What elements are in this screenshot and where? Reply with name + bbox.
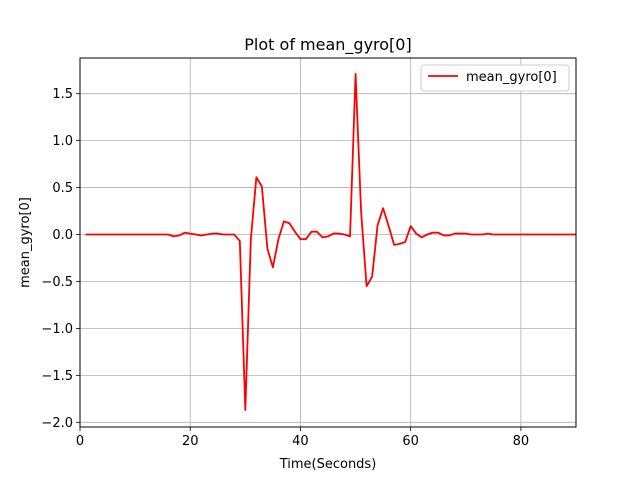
x-tick-label: 40 [292,434,309,449]
x-tick-label: 20 [182,434,199,449]
y-tick-label: 1.0 [52,134,73,149]
x-tick-label: 0 [76,434,84,449]
y-tick-label: −1.0 [41,322,73,337]
series-layer [85,73,576,412]
y-tick-label: −1.5 [41,369,73,384]
y-tick-label: 0.0 [52,228,73,243]
y-tick-label: −0.5 [41,275,73,290]
y-axis-label: mean_gyro[0] [18,197,33,288]
x-tick-label: 80 [513,434,530,449]
legend-label: mean_gyro[0] [466,70,557,85]
y-tick-label: −2.0 [41,416,73,431]
ticks: 0 20 40 60 80 −2.0 −1.5 −1.0 −0.5 0.0 0.5 1.0 1.5 [41,87,529,449]
x-axis-label: Time(Seconds) [279,457,377,472]
plot-area [80,58,576,427]
legend: mean_gyro[0] [420,64,570,92]
legend-box [420,64,570,92]
x-tick-label: 60 [402,434,419,449]
series-line [85,73,576,412]
y-tick-label: 0.5 [52,181,73,196]
plot-frame [79,57,577,428]
chart-title: Plot of mean_gyro[0] [244,35,411,55]
y-tick-label: 1.5 [52,87,73,102]
